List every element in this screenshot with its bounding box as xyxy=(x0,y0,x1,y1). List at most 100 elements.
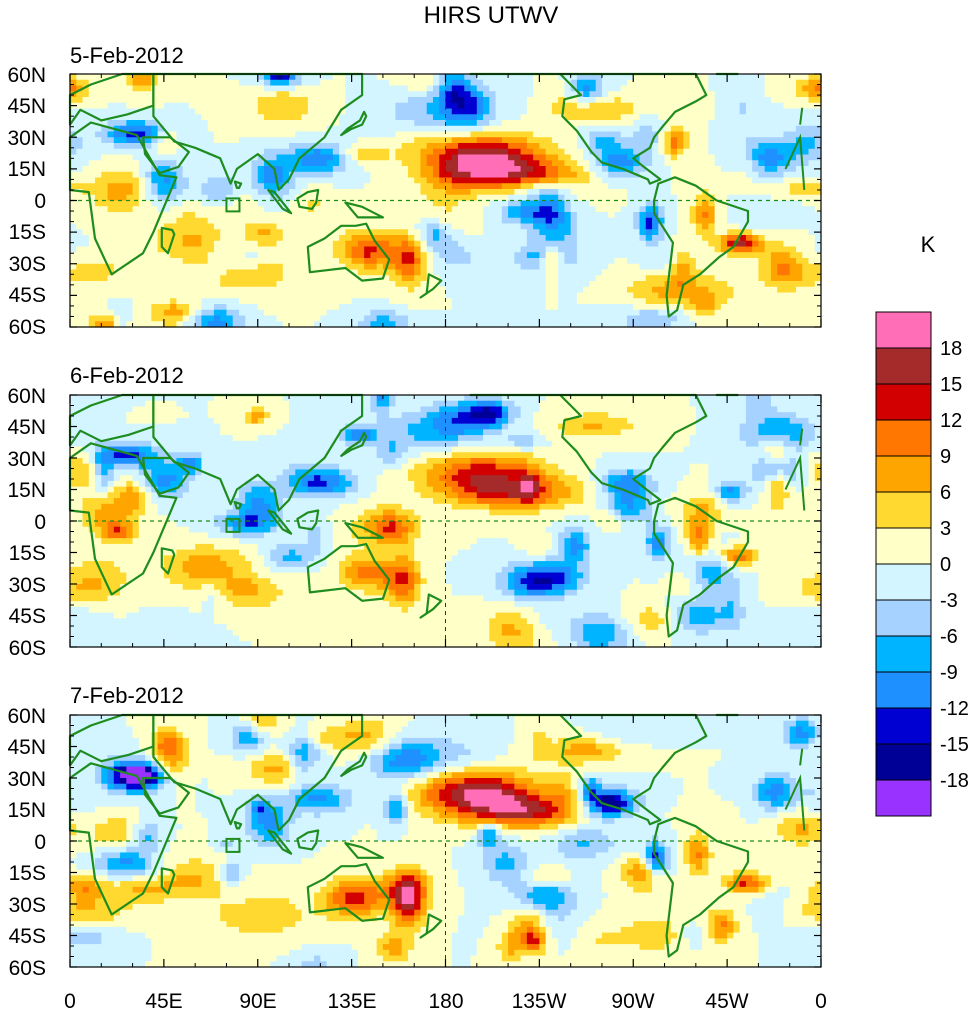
field-cell xyxy=(664,97,672,104)
field-cell xyxy=(614,102,622,110)
field-cell xyxy=(157,217,165,225)
field-cell xyxy=(752,263,760,271)
field-cell xyxy=(376,263,384,271)
field-cell xyxy=(570,108,578,115)
field-cell xyxy=(702,114,709,121)
field-cell xyxy=(551,206,559,213)
field-cell xyxy=(195,206,203,213)
field-cell xyxy=(201,212,209,219)
field-cell xyxy=(132,269,140,276)
field-cell xyxy=(633,281,641,288)
field-cell xyxy=(601,79,609,87)
field-cell xyxy=(727,166,734,173)
field-cell xyxy=(282,166,290,173)
field-cell xyxy=(207,177,215,184)
field-cell xyxy=(251,309,259,317)
field-cell xyxy=(232,171,240,179)
field-cell xyxy=(626,223,634,230)
field-cell xyxy=(564,235,572,242)
field-cell xyxy=(107,309,115,317)
field-cell xyxy=(339,229,346,236)
field-cell xyxy=(626,97,634,104)
field-cell xyxy=(138,258,146,265)
field-cell xyxy=(132,246,140,253)
field-cell xyxy=(113,79,121,87)
field-cell xyxy=(451,171,459,179)
field-cell xyxy=(163,137,171,144)
field-cell xyxy=(739,292,747,299)
field-cell xyxy=(645,171,653,179)
field-cell xyxy=(570,258,578,265)
field-cell xyxy=(601,97,609,104)
field-cell xyxy=(70,235,77,242)
field-cell xyxy=(458,143,465,150)
field-cell xyxy=(639,235,647,242)
field-cell xyxy=(120,246,127,253)
field-cell xyxy=(683,108,691,115)
field-cell xyxy=(126,252,134,259)
field-cell xyxy=(420,298,428,305)
field-cell xyxy=(533,120,540,127)
field-cell xyxy=(583,212,591,219)
field-cell xyxy=(157,275,165,282)
field-cell xyxy=(683,206,691,213)
field-cell xyxy=(745,229,753,236)
field-cell xyxy=(163,166,171,173)
field-cell xyxy=(407,125,415,133)
field-cell xyxy=(332,131,340,138)
field-cell xyxy=(545,160,553,167)
field-cell xyxy=(282,281,290,288)
field-cell xyxy=(795,212,803,219)
field-cell xyxy=(770,102,778,110)
field-cell xyxy=(389,292,397,299)
field-cell xyxy=(276,189,284,196)
field-cell xyxy=(545,154,553,161)
field-cell xyxy=(583,298,591,305)
field-cell xyxy=(420,252,428,259)
field-cell xyxy=(314,166,321,173)
field-cell xyxy=(808,286,816,294)
field-cell xyxy=(770,258,778,265)
field-cell xyxy=(564,206,572,213)
field-cell xyxy=(295,246,303,253)
field-cell xyxy=(120,229,127,236)
field-cell xyxy=(220,97,228,104)
field-cell xyxy=(382,229,390,236)
field-cell xyxy=(514,177,522,184)
field-cell xyxy=(739,286,747,294)
field-cell xyxy=(101,120,109,127)
field-cell xyxy=(551,281,559,288)
field-cell xyxy=(770,200,778,207)
field-cell xyxy=(88,143,96,150)
field-cell xyxy=(777,194,785,202)
field-cell xyxy=(451,160,459,167)
field-cell xyxy=(677,143,684,150)
field-cell xyxy=(639,183,647,190)
field-cell xyxy=(201,74,209,81)
field-cell xyxy=(138,292,146,299)
field-cell xyxy=(601,223,609,230)
field-cell xyxy=(752,200,760,207)
field-cell xyxy=(645,206,653,213)
field-cell xyxy=(620,281,628,288)
field-cell xyxy=(545,79,553,87)
field-cell xyxy=(238,183,246,190)
field-cell xyxy=(289,286,296,294)
field-cell xyxy=(264,171,271,179)
field-cell xyxy=(645,148,653,156)
field-cell xyxy=(301,229,309,236)
field-cell xyxy=(708,108,716,115)
field-cell xyxy=(220,212,228,219)
field-cell xyxy=(364,298,371,305)
field-cell xyxy=(326,212,334,219)
field-cell xyxy=(88,91,96,98)
field-cell xyxy=(414,240,422,248)
field-cell xyxy=(370,269,378,276)
field-cell xyxy=(551,131,559,138)
field-cell xyxy=(445,194,453,202)
field-cell xyxy=(382,235,390,242)
field-cell xyxy=(489,206,497,213)
field-cell xyxy=(332,125,340,133)
field-cell xyxy=(595,246,603,253)
field-cell xyxy=(182,281,190,288)
